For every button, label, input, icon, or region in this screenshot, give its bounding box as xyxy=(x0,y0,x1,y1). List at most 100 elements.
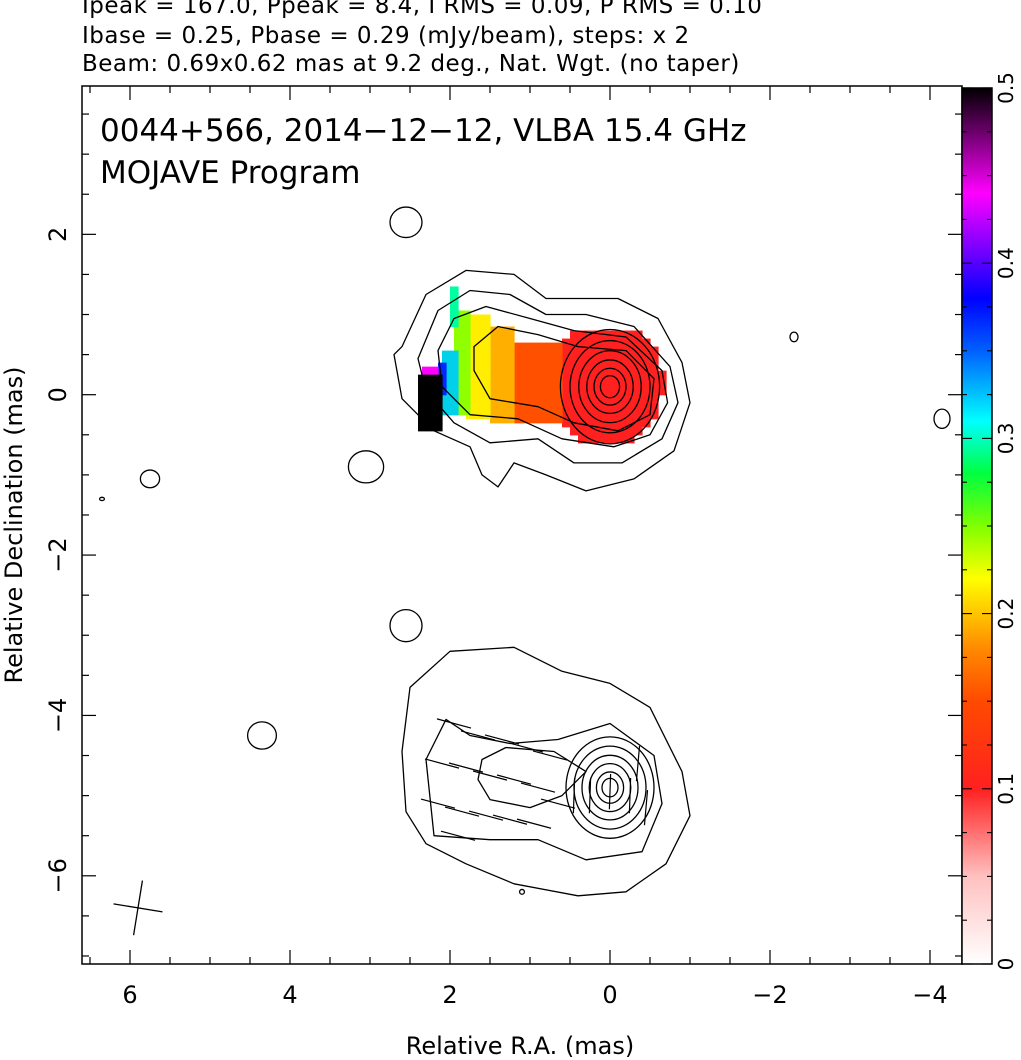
polarization-pixel xyxy=(514,366,523,376)
polarization-pixel xyxy=(450,286,459,296)
polarization-pixel xyxy=(626,418,635,428)
polarization-pixel xyxy=(586,378,595,388)
polarization-pixel xyxy=(570,378,579,388)
polarization-pixel xyxy=(522,350,531,360)
evpa-tick xyxy=(540,798,576,809)
polarization-pixel xyxy=(450,374,459,384)
polarization-pixel xyxy=(578,402,587,412)
upper-isolated-contour xyxy=(139,469,161,489)
polarization-pixel xyxy=(450,398,459,408)
polarization-pixel xyxy=(562,386,571,396)
evpa-tick xyxy=(588,777,592,814)
polarization-pixel xyxy=(578,394,587,404)
polarization-pixel xyxy=(434,398,443,408)
polarization-pixel xyxy=(578,346,587,356)
polarization-pixel xyxy=(498,358,507,368)
polarization-pixel xyxy=(482,346,491,356)
polarization-pixel xyxy=(482,402,491,412)
polarization-pixel xyxy=(546,406,555,416)
polarization-pixel xyxy=(538,390,547,400)
polarization-pixel xyxy=(570,354,579,364)
polarization-pixel xyxy=(618,386,627,396)
polarization-pixel xyxy=(634,362,643,372)
polarization-pixel xyxy=(482,410,491,420)
polarization-pixel xyxy=(554,366,563,376)
polarization-pixel xyxy=(498,382,507,392)
lower-isolated-contour xyxy=(246,721,278,750)
polarization-pixel xyxy=(586,402,595,412)
polarization-pixel xyxy=(578,362,587,372)
evpa-tick xyxy=(508,742,544,753)
polarization-pixel xyxy=(618,330,627,340)
colorbar-ticks: 0 0.1 0.2 0.3 0.4 0.5 xyxy=(962,72,1018,970)
polarization-pixel xyxy=(626,402,635,412)
evpa-tick xyxy=(643,790,649,826)
polarization-pixel xyxy=(626,346,635,356)
evpa-tick xyxy=(635,745,641,782)
polarization-pixel xyxy=(578,418,587,428)
polarization-pixel xyxy=(618,434,627,444)
polarization-pixel xyxy=(538,358,547,368)
upper-core-contour xyxy=(593,367,627,406)
upper-intensity-contour xyxy=(417,289,679,464)
x-tick-label: −2 xyxy=(752,981,787,1009)
evpa-tick xyxy=(424,758,460,769)
x-tick-label: 2 xyxy=(442,981,457,1009)
polarization-pixel xyxy=(642,370,651,380)
polarization-pixel xyxy=(498,414,507,424)
polarization-pixel xyxy=(538,374,547,384)
polarization-pixel xyxy=(482,314,491,324)
polarization-pixel xyxy=(554,398,563,408)
polarization-pixel xyxy=(506,366,515,376)
polarization-pixel xyxy=(602,370,611,380)
polarization-pixel xyxy=(610,402,619,412)
polarization-pixel xyxy=(482,330,491,340)
polarization-pixel xyxy=(562,402,571,412)
polarization-pixel xyxy=(498,366,507,376)
polarization-pixel xyxy=(462,342,471,352)
polarization-pixel xyxy=(418,406,427,416)
polarization-pixel xyxy=(610,338,619,348)
polarization-pixel xyxy=(506,374,515,384)
lower-isolated-contour xyxy=(389,608,423,643)
polarization-pixel xyxy=(498,406,507,416)
upper-isolated-contour xyxy=(98,496,106,502)
polarization-pixel xyxy=(474,386,483,396)
polarization-pixel xyxy=(554,414,563,424)
polarization-pixel xyxy=(418,374,427,384)
polarization-pixel xyxy=(546,382,555,392)
polarization-pixel xyxy=(634,354,643,364)
header-line-peak: Ipeak = 167.0, Ppeak = 8.4, I RMS = 0.09… xyxy=(82,0,763,19)
polarization-pixel xyxy=(602,394,611,404)
polarization-pixel xyxy=(462,318,471,328)
polarization-pixel xyxy=(650,346,659,356)
polarization-pixel xyxy=(506,406,515,416)
upper-core-contour xyxy=(559,328,661,445)
polarization-pixel xyxy=(506,334,515,344)
polarization-pixel xyxy=(594,362,603,372)
polarization-pixel xyxy=(490,398,499,408)
polarization-pixel xyxy=(426,414,435,424)
polarization-pixel xyxy=(450,382,459,392)
polarization-pixel xyxy=(570,410,579,420)
polarization-pixel xyxy=(426,398,435,408)
polarization-pixel xyxy=(442,350,451,360)
x-tick-label: 6 xyxy=(122,981,137,1009)
polarization-pixel xyxy=(578,330,587,340)
x-axis-label: Relative R.A. (mas) xyxy=(406,1032,634,1060)
polarization-pixel xyxy=(546,390,555,400)
colorbar-tick-label: 0.1 xyxy=(994,773,1018,805)
contour-layer xyxy=(98,206,951,936)
polarization-pixel xyxy=(530,350,539,360)
polarization-pixel xyxy=(602,338,611,348)
polarization-pixel xyxy=(570,426,579,436)
polarization-pixel xyxy=(482,322,491,332)
polarization-pixel xyxy=(634,346,643,356)
polarization-pixel xyxy=(610,426,619,436)
polarization-pixel xyxy=(618,378,627,388)
upper-core-contour xyxy=(569,339,651,434)
polarization-pixel xyxy=(626,386,635,396)
evpa-tick xyxy=(460,730,496,741)
polarization-pixel xyxy=(570,338,579,348)
evpa-tick xyxy=(492,814,528,825)
